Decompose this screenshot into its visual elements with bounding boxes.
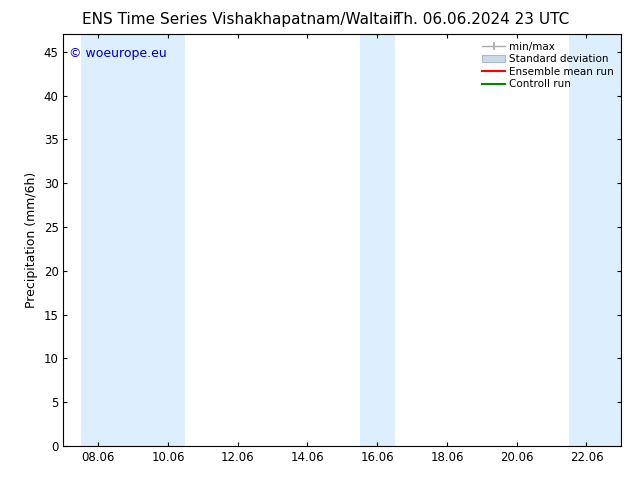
Y-axis label: Precipitation (mm/6h): Precipitation (mm/6h) xyxy=(25,172,38,308)
Text: Th. 06.06.2024 23 UTC: Th. 06.06.2024 23 UTC xyxy=(394,12,569,27)
Text: ENS Time Series Vishakhapatnam/Waltair: ENS Time Series Vishakhapatnam/Waltair xyxy=(82,12,399,27)
Legend: min/max, Standard deviation, Ensemble mean run, Controll run: min/max, Standard deviation, Ensemble me… xyxy=(478,37,618,94)
Text: © woeurope.eu: © woeurope.eu xyxy=(69,47,167,60)
Bar xyxy=(360,34,394,446)
Bar xyxy=(569,34,621,446)
Bar xyxy=(81,34,185,446)
